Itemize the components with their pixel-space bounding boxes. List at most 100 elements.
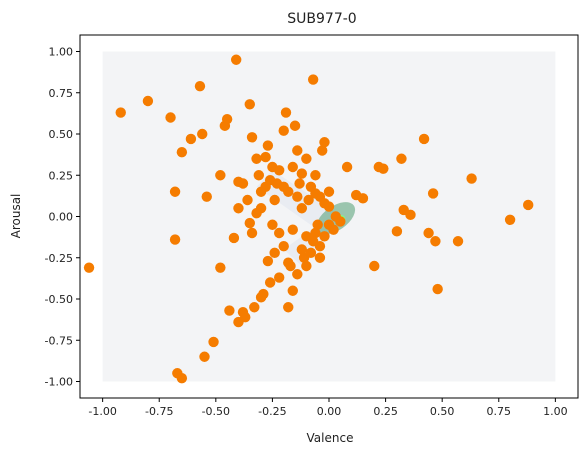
data-point [301,260,312,272]
data-point [264,175,276,186]
y-tick-label: 1.00 [49,46,74,59]
data-point [208,336,219,348]
data-point [201,191,212,202]
data-point [323,186,335,197]
x-tick-label: -0.25 [258,405,286,418]
data-point [283,302,294,313]
data-point [185,133,197,145]
data-point [452,236,464,247]
data-point [296,203,308,214]
x-tick-label: -0.50 [202,405,230,418]
data-point [83,262,95,273]
data-point [215,262,226,273]
data-point [244,99,255,110]
data-point [258,288,269,300]
axes: -1.00 -0.75 -0.50 -0.25 0.00 0.25 0.50 0.75 1.00… [45,34,579,418]
data-point [292,145,303,156]
x-tick-label: 1.00 [543,405,568,418]
data-point [378,163,389,174]
data-point [274,165,285,176]
x-tick-label: 0.00 [317,405,342,418]
data-point [283,257,294,268]
data-point [142,95,154,107]
chart-title: SUB977-0 [287,11,356,27]
data-point [194,80,206,92]
data-point [199,351,210,362]
data-point [230,54,242,65]
data-point [176,373,188,384]
data-point [307,74,319,85]
data-point [323,201,335,212]
data-point [251,208,262,219]
data-point [176,146,188,158]
data-point [278,181,289,192]
y-tick-label: -1.00 [45,376,73,389]
data-point [249,302,260,313]
data-point [466,173,477,184]
data-point [274,272,285,283]
data-point [314,252,326,263]
data-point [233,203,244,214]
data-point [115,107,126,118]
data-point [319,231,330,242]
data-point [303,194,314,206]
data-point [237,178,249,189]
data-point [262,140,274,151]
y-tick-label: -0.75 [45,334,73,347]
data-point [504,214,516,225]
data-point [391,226,403,237]
data-point [296,168,308,179]
y-tick-label: 0.00 [49,211,74,224]
data-point [287,224,298,235]
data-point [246,227,258,239]
data-point [523,199,534,211]
x-tick-label: -0.75 [145,405,173,418]
data-point [224,305,235,316]
data-point [292,269,303,280]
data-point [251,153,262,164]
y-tick-label: 0.50 [49,128,74,141]
data-point [357,193,369,204]
data-point [396,153,407,164]
data-point [278,125,289,136]
data-point [228,232,240,244]
data-point [289,120,301,131]
data-point [274,227,285,239]
data-point [221,113,233,125]
density-layer [102,51,556,382]
data-point [328,224,339,235]
data-point [301,153,312,164]
data-point [310,227,321,239]
data-point [310,170,321,181]
data-point [369,260,380,272]
data-point [169,186,181,197]
data-point [305,247,317,258]
data-point [253,170,265,181]
data-point [430,236,441,247]
data-point [317,145,328,156]
y-tick-label: -0.25 [45,252,73,265]
data-point [296,244,308,255]
x-tick-label: -1.00 [88,405,116,418]
data-point [307,236,319,247]
data-point [280,107,292,118]
data-point [269,247,280,258]
data-point [269,194,280,206]
data-point [165,112,176,123]
data-point [405,209,416,221]
data-point [197,128,208,140]
data-point [292,191,303,202]
data-point [287,285,298,296]
data-point [335,216,346,227]
data-point [260,151,271,163]
data-point [215,170,226,181]
data-point [418,133,430,145]
y-tick-label: 0.75 [49,87,74,100]
x-tick-label: 0.50 [430,405,455,418]
y-tick-label: -0.50 [45,293,73,306]
data-point [312,219,323,230]
data-point [278,241,289,252]
data-point [267,219,278,230]
y-tick-label: 0.25 [49,169,74,182]
